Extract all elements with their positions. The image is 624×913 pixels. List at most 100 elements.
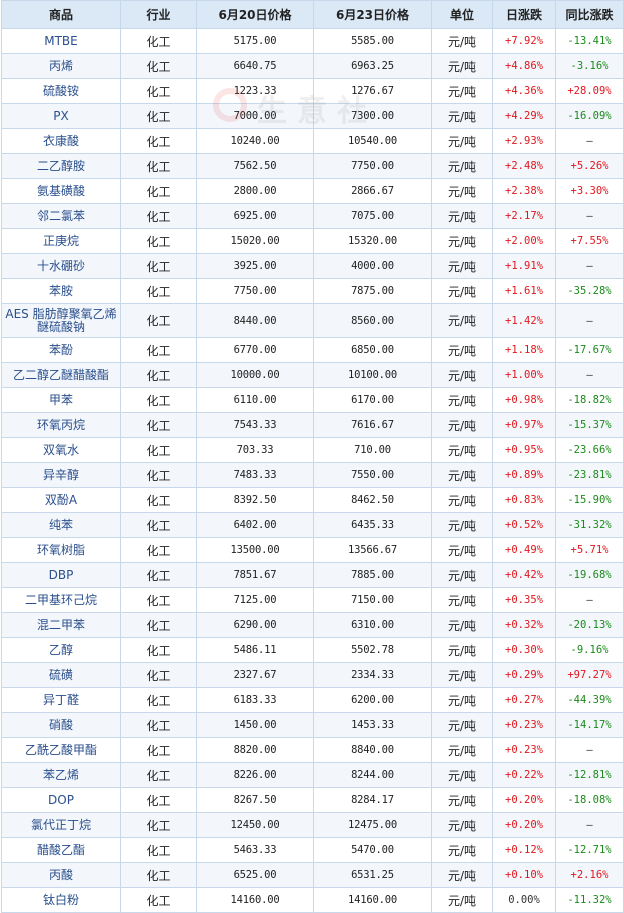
yoy-change-cell: -44.39%	[555, 687, 624, 713]
product-name-cell[interactable]: 硫酸铵	[1, 78, 121, 104]
industry-cell: 化工	[120, 637, 197, 663]
product-name-cell[interactable]: 邻二氯苯	[1, 203, 121, 229]
yoy-change-cell: -3.16%	[555, 53, 624, 79]
price-jun20-cell: 10000.00	[196, 362, 314, 388]
product-name-cell[interactable]: 乙二醇乙醚醋酸酯	[1, 362, 121, 388]
product-name-cell[interactable]: 丙酸	[1, 862, 121, 888]
header-unit[interactable]: 单位	[431, 0, 493, 29]
price-jun23-cell: 8244.00	[313, 762, 432, 788]
table-row: 乙二醇乙醚醋酸酯 化工 10000.00 10100.00 元/吨 +1.00% —	[1, 362, 624, 388]
product-name-cell[interactable]: 丙烯	[1, 53, 121, 79]
price-jun20-cell: 5463.33	[196, 837, 314, 863]
price-jun23-cell: 6531.25	[313, 862, 432, 888]
product-name-cell[interactable]: AES 脂肪醇聚氧乙烯醚硫酸钠	[1, 303, 121, 338]
industry-cell: 化工	[120, 762, 197, 788]
price-jun23-cell: 7075.00	[313, 203, 432, 229]
industry-cell: 化工	[120, 228, 197, 254]
yoy-change-cell: +5.26%	[555, 153, 624, 179]
yoy-change-cell: +7.55%	[555, 228, 624, 254]
industry-cell: 化工	[120, 28, 197, 54]
daily-change-cell: +0.20%	[492, 812, 556, 838]
product-name-cell[interactable]: PX	[1, 103, 121, 129]
daily-change-cell: +1.61%	[492, 278, 556, 304]
product-name-cell[interactable]: 苯胺	[1, 278, 121, 304]
industry-cell: 化工	[120, 787, 197, 813]
header-price-jun23[interactable]: 6月23日价格	[313, 0, 432, 29]
price-jun20-cell: 2800.00	[196, 178, 314, 204]
yoy-change-cell: —	[555, 737, 624, 763]
unit-cell: 元/吨	[431, 662, 493, 688]
price-jun20-cell: 5175.00	[196, 28, 314, 54]
industry-cell: 化工	[120, 537, 197, 563]
product-name-cell[interactable]: 苯乙烯	[1, 762, 121, 788]
price-jun20-cell: 703.33	[196, 437, 314, 463]
product-name-cell[interactable]: 氨基磺酸	[1, 178, 121, 204]
header-industry[interactable]: 行业	[120, 0, 197, 29]
industry-cell: 化工	[120, 103, 197, 129]
yoy-change-cell: -18.08%	[555, 787, 624, 813]
unit-cell: 元/吨	[431, 687, 493, 713]
product-name-cell[interactable]: 二甲基环己烷	[1, 587, 121, 613]
product-name-cell[interactable]: MTBE	[1, 28, 121, 54]
price-jun23-cell: 7300.00	[313, 103, 432, 129]
price-jun23-cell: 10100.00	[313, 362, 432, 388]
unit-cell: 元/吨	[431, 53, 493, 79]
product-name-cell[interactable]: DOP	[1, 787, 121, 813]
product-name-cell[interactable]: 环氧丙烷	[1, 412, 121, 438]
price-jun23-cell: 8284.17	[313, 787, 432, 813]
product-name-cell[interactable]: 十水硼砂	[1, 253, 121, 279]
product-name-cell[interactable]: 乙酰乙酸甲酯	[1, 737, 121, 763]
price-jun23-cell: 7550.00	[313, 462, 432, 488]
yoy-change-cell: -19.68%	[555, 562, 624, 588]
product-name-cell[interactable]: 混二甲苯	[1, 612, 121, 638]
product-name-cell[interactable]: 乙醇	[1, 637, 121, 663]
table-row: 环氧树脂 化工 13500.00 13566.67 元/吨 +0.49% +5.71%	[1, 537, 624, 563]
product-name-cell[interactable]: 苯酚	[1, 337, 121, 363]
table-row: MTBE 化工 5175.00 5585.00 元/吨 +7.92% -13.41%	[1, 28, 624, 54]
price-jun20-cell: 8392.50	[196, 487, 314, 513]
price-jun23-cell: 5502.78	[313, 637, 432, 663]
product-name-cell[interactable]: DBP	[1, 562, 121, 588]
industry-cell: 化工	[120, 687, 197, 713]
price-jun23-cell: 1453.33	[313, 712, 432, 738]
product-name-cell[interactable]: 钛白粉	[1, 887, 121, 913]
price-jun23-cell: 5585.00	[313, 28, 432, 54]
table-row: 硫磺 化工 2327.67 2334.33 元/吨 +0.29% +97.27%	[1, 662, 624, 688]
header-yoy-change[interactable]: 同比涨跌	[555, 0, 624, 29]
product-name-cell[interactable]: 醋酸乙酯	[1, 837, 121, 863]
product-name-cell[interactable]: 二乙醇胺	[1, 153, 121, 179]
price-jun20-cell: 1223.33	[196, 78, 314, 104]
price-jun23-cell: 1276.67	[313, 78, 432, 104]
header-product[interactable]: 商品	[1, 0, 121, 29]
daily-change-cell: +0.12%	[492, 837, 556, 863]
industry-cell: 化工	[120, 203, 197, 229]
product-name-cell[interactable]: 氯代正丁烷	[1, 812, 121, 838]
product-name-cell[interactable]: 衣康酸	[1, 128, 121, 154]
product-name-cell[interactable]: 硫磺	[1, 662, 121, 688]
daily-change-cell: +0.95%	[492, 437, 556, 463]
product-name-cell[interactable]: 双氧水	[1, 437, 121, 463]
daily-change-cell: +1.18%	[492, 337, 556, 363]
header-daily-change[interactable]: 日涨跌	[492, 0, 556, 29]
table-row: 丙烯 化工 6640.75 6963.25 元/吨 +4.86% -3.16%	[1, 53, 624, 79]
table-row: 环氧丙烷 化工 7543.33 7616.67 元/吨 +0.97% -15.37%	[1, 412, 624, 438]
product-name-cell[interactable]: 纯苯	[1, 512, 121, 538]
price-jun23-cell: 6850.00	[313, 337, 432, 363]
product-name-cell[interactable]: 甲苯	[1, 387, 121, 413]
yoy-change-cell: —	[555, 303, 624, 338]
product-name-cell[interactable]: 硝酸	[1, 712, 121, 738]
product-name-cell[interactable]: 双酚A	[1, 487, 121, 513]
yoy-change-cell: -35.28%	[555, 278, 624, 304]
product-name-cell[interactable]: 环氧树脂	[1, 537, 121, 563]
price-jun23-cell: 6200.00	[313, 687, 432, 713]
industry-cell: 化工	[120, 512, 197, 538]
daily-change-cell: +1.42%	[492, 303, 556, 338]
daily-change-cell: +1.91%	[492, 253, 556, 279]
product-name-cell[interactable]: 正庚烷	[1, 228, 121, 254]
unit-cell: 元/吨	[431, 103, 493, 129]
product-name-cell[interactable]: 异丁醛	[1, 687, 121, 713]
table-row: AES 脂肪醇聚氧乙烯醚硫酸钠 化工 8440.00 8560.00 元/吨 +1.42%…	[1, 303, 624, 338]
product-name-cell[interactable]: 异辛醇	[1, 462, 121, 488]
unit-cell: 元/吨	[431, 587, 493, 613]
header-price-jun20[interactable]: 6月20日价格	[196, 0, 314, 29]
